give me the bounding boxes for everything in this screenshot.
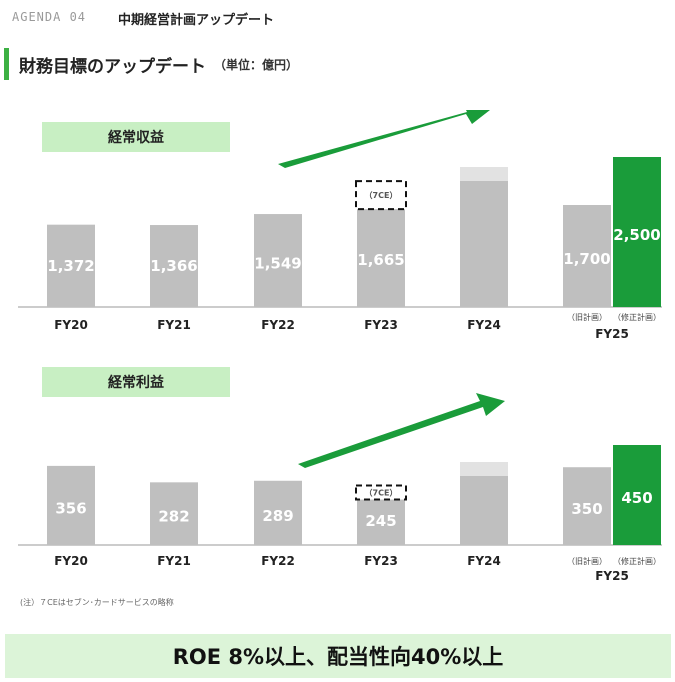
data-label: 1,700: [563, 250, 610, 268]
ce-label: （7CE）: [365, 190, 398, 200]
bar: [613, 157, 661, 307]
data-label: 2,500: [613, 226, 660, 244]
revenue-chart: 経常収益 1,372 FY20 1,366 FY21 1,549 FY22 1,665 FY2…: [0, 102, 675, 355]
tick-label: FY25: [595, 569, 629, 583]
tick-label: （修正計画）: [613, 312, 661, 322]
agenda-title: 中期経営計画アップデート: [118, 13, 275, 28]
bar: [47, 465, 95, 545]
tick-label: FY24: [467, 554, 501, 568]
ce-label: （7CE）: [365, 488, 398, 498]
data-label: 1,549: [254, 255, 301, 273]
trend-arrow: [298, 393, 505, 468]
bar-fade: [460, 167, 508, 181]
section-accent-bar: [4, 48, 9, 80]
bar: [150, 225, 198, 307]
data-label: 289: [262, 507, 293, 525]
section-title: 財務目標のアップデート: [19, 56, 206, 77]
data-label: 350: [571, 500, 602, 518]
tick-label: FY25: [595, 327, 629, 341]
bar: [254, 480, 302, 545]
ce-box: [355, 180, 407, 211]
chart-title: 経常収益: [42, 122, 230, 152]
tick-label: FY22: [261, 318, 295, 332]
data-label: 245: [365, 512, 396, 530]
tick-label: FY21: [157, 554, 191, 568]
chart-title: 経常利益: [42, 367, 230, 397]
agenda-number: AGENDA 04: [12, 10, 87, 24]
tick-label: （修正計画）: [613, 556, 661, 566]
bar: [150, 482, 198, 545]
tick-label: （旧計画）: [567, 312, 607, 322]
profit-chart: 経常利益 356 FY20 282 FY21 289 FY22 245 FY23 FY24 350…: [0, 355, 675, 595]
data-label: 356: [55, 499, 86, 517]
ce-box: [355, 484, 407, 501]
data-label: 1,665: [357, 251, 404, 269]
bar: [47, 224, 95, 307]
bar: [254, 214, 302, 307]
footnote: (注）７CEはセブン･カードサービスの略称: [20, 598, 174, 607]
bar: [563, 205, 611, 307]
profit-chart-svg: 356 FY20 282 FY21 289 FY22 245 FY23 FY24 350 （旧計画）…: [18, 393, 662, 583]
trend-arrow: [278, 102, 490, 168]
data-label: 450: [621, 489, 652, 507]
section-unit: （単位：億円）: [214, 57, 299, 72]
tick-label: FY23: [364, 318, 398, 332]
section-header: 財務目標のアップデート （単位：億円）: [4, 48, 298, 80]
data-label: 1,372: [47, 257, 94, 275]
revenue-chart-svg: 1,372 FY20 1,366 FY21 1,549 FY22 1,665 FY23 FY24…: [18, 102, 662, 341]
bar: [357, 207, 405, 307]
tick-label: FY23: [364, 554, 398, 568]
tick-label: FY20: [54, 318, 88, 332]
tick-label: FY21: [157, 318, 191, 332]
tick-label: （旧計画）: [567, 556, 607, 566]
bar-fade: [460, 462, 508, 476]
tick-label: FY24: [467, 318, 501, 332]
data-label: 1,366: [150, 257, 197, 275]
roe-target-banner: ROE 8%以上、配当性向40%以上: [5, 634, 671, 678]
bar: [563, 467, 611, 545]
tick-label: FY20: [54, 554, 88, 568]
tick-label: FY22: [261, 554, 295, 568]
data-label: 282: [158, 508, 189, 526]
bar: [613, 445, 661, 545]
bar: [460, 167, 508, 307]
